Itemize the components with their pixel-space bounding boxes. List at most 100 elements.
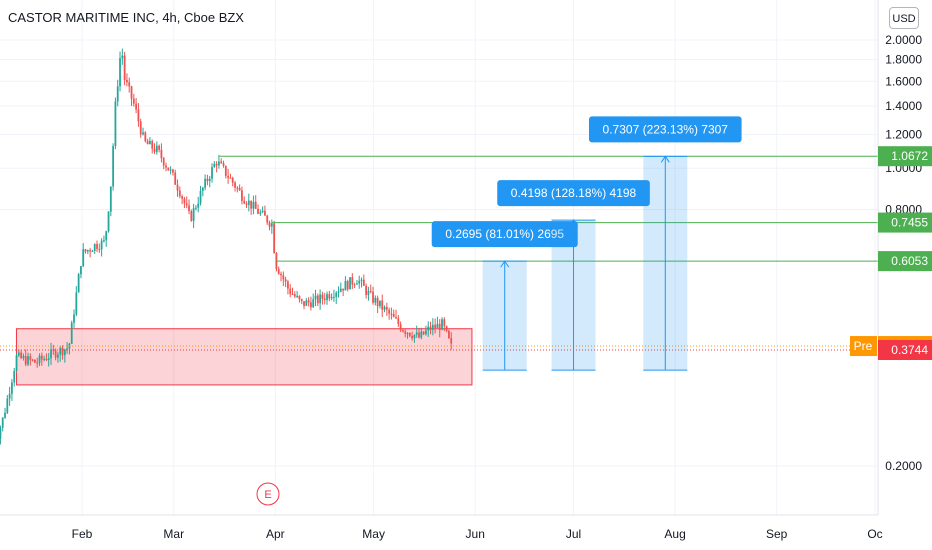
candle-body xyxy=(98,248,101,250)
candle-body xyxy=(379,300,381,307)
candle-body xyxy=(61,347,64,356)
candle-body xyxy=(365,285,368,295)
candles xyxy=(0,48,453,445)
candle-body xyxy=(445,326,448,331)
candle-body xyxy=(91,250,94,252)
price-tag-label: 0.6053 xyxy=(891,254,928,268)
candle-body xyxy=(188,205,190,212)
candle-body xyxy=(431,324,434,330)
candle-body xyxy=(181,196,184,199)
candle-body xyxy=(70,322,73,344)
candle-body xyxy=(422,331,425,335)
candle-body xyxy=(408,332,411,337)
x-tick-label: Sep xyxy=(766,527,788,541)
measure-callout[interactable]: 0.2695 (81.01%) 2695 xyxy=(431,221,578,248)
candle-body xyxy=(8,393,11,399)
candle-body xyxy=(50,349,52,359)
candle-body xyxy=(289,288,292,294)
candle-body xyxy=(404,331,407,334)
candle-body xyxy=(353,284,356,286)
candle-body xyxy=(443,319,446,327)
candle-body xyxy=(34,359,36,363)
candle-body xyxy=(220,161,223,164)
measure-callout-box xyxy=(588,116,742,143)
candle-body xyxy=(296,295,299,297)
y-tick-label: 1.8000 xyxy=(885,52,922,66)
candle-body xyxy=(247,200,250,205)
measure-callout-box xyxy=(431,221,578,248)
x-tick-label: Apr xyxy=(266,527,285,541)
measure-callout[interactable]: 0.7307 (223.13%) 7307 xyxy=(588,116,742,143)
measure-callout-box xyxy=(497,180,650,207)
candle-body xyxy=(376,297,379,307)
candle-body xyxy=(291,293,294,295)
candle-body xyxy=(165,165,167,168)
candle-body xyxy=(356,283,358,285)
measure-callout[interactable]: 0.4198 (128.18%) 4198 xyxy=(497,180,650,207)
candle-body xyxy=(40,355,43,360)
candle-body xyxy=(197,203,200,208)
candle-body xyxy=(96,243,98,249)
candle-body xyxy=(77,274,80,293)
currency-button[interactable]: USD xyxy=(889,7,919,29)
candle-body xyxy=(385,306,388,310)
candle-body xyxy=(135,103,138,110)
candle-body xyxy=(54,350,57,358)
candle-body xyxy=(204,178,207,188)
x-tick-label: Jul xyxy=(566,527,581,541)
candle-body xyxy=(245,203,248,205)
candle-body xyxy=(116,86,119,102)
candle-body xyxy=(155,145,158,152)
candle-body xyxy=(346,281,349,290)
earnings-marker-label: E xyxy=(264,489,271,501)
candle-body xyxy=(374,297,377,303)
x-tick-label: May xyxy=(362,527,385,541)
candle-body xyxy=(6,398,9,413)
candle-body xyxy=(158,145,161,150)
grid xyxy=(0,0,878,515)
candle-body xyxy=(17,352,20,356)
candle-body xyxy=(20,352,23,358)
y-tick-label: 2.0000 xyxy=(885,33,922,47)
candle-body xyxy=(52,349,55,351)
candle-body xyxy=(395,317,397,319)
candle-body xyxy=(284,279,287,282)
candle-body xyxy=(441,319,443,330)
candle-body xyxy=(201,187,204,192)
candle-body xyxy=(429,326,432,330)
candle-body xyxy=(358,280,361,284)
candle-body xyxy=(153,148,156,152)
candle-body xyxy=(270,223,273,227)
candle-body xyxy=(402,330,404,332)
candle-body xyxy=(126,79,128,83)
candle-body xyxy=(128,82,131,87)
x-tick-label: Feb xyxy=(72,527,93,541)
candle-body xyxy=(300,299,303,302)
price-tag-box xyxy=(878,251,932,272)
candle-body xyxy=(397,318,400,325)
candle-body xyxy=(174,172,177,185)
candle-body xyxy=(436,323,439,328)
candle-body xyxy=(107,211,110,232)
price-tag-label: 0.7455 xyxy=(891,216,928,230)
candle-body xyxy=(119,58,121,87)
candle-body xyxy=(84,249,87,252)
candle-body xyxy=(142,132,144,135)
candle-body xyxy=(0,427,2,439)
candle-body xyxy=(293,294,296,297)
candle-body xyxy=(287,281,289,289)
candle-body xyxy=(105,231,108,241)
price-tag-box xyxy=(878,212,932,233)
candle-body xyxy=(36,362,39,364)
earnings-marker[interactable]: E xyxy=(256,482,280,506)
candle-body xyxy=(321,294,324,299)
candle-body xyxy=(160,149,163,159)
candle-body xyxy=(337,291,340,293)
candle-body xyxy=(268,222,271,227)
candle-body xyxy=(1,417,4,428)
candle-body xyxy=(252,201,255,209)
candle-body xyxy=(227,175,230,178)
candle-body xyxy=(362,279,365,286)
candle-body xyxy=(93,243,96,251)
